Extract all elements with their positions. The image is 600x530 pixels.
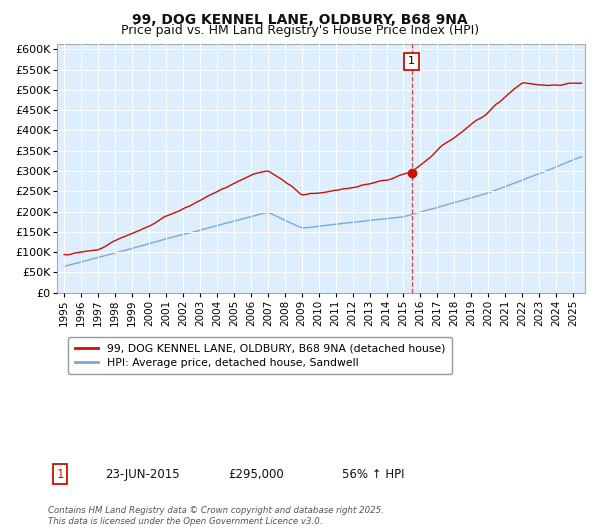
Text: Contains HM Land Registry data © Crown copyright and database right 2025.
This d: Contains HM Land Registry data © Crown c… — [48, 506, 384, 526]
Text: 56% ↑ HPI: 56% ↑ HPI — [342, 468, 404, 481]
Legend: 99, DOG KENNEL LANE, OLDBURY, B68 9NA (detached house), HPI: Average price, deta: 99, DOG KENNEL LANE, OLDBURY, B68 9NA (d… — [68, 337, 452, 374]
Text: £295,000: £295,000 — [228, 468, 284, 481]
Text: 23-JUN-2015: 23-JUN-2015 — [105, 468, 179, 481]
Text: Price paid vs. HM Land Registry's House Price Index (HPI): Price paid vs. HM Land Registry's House … — [121, 24, 479, 37]
Text: 1: 1 — [408, 56, 415, 66]
Text: 99, DOG KENNEL LANE, OLDBURY, B68 9NA: 99, DOG KENNEL LANE, OLDBURY, B68 9NA — [132, 13, 468, 27]
Text: 1: 1 — [56, 468, 64, 481]
